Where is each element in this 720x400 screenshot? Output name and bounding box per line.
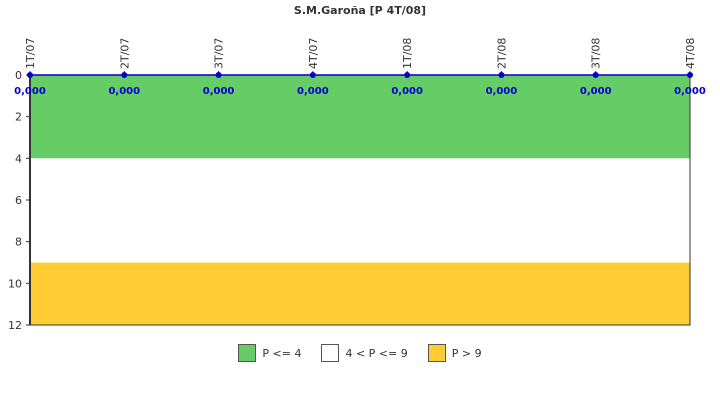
- data-label: 0,000: [14, 86, 46, 97]
- band-0: [30, 75, 690, 159]
- band-2: [30, 262, 690, 325]
- y-tick-label: 12: [8, 319, 22, 332]
- x-tick-label: 3T/07: [213, 38, 226, 69]
- legend: P <= 4 4 < P <= 9 P > 9: [0, 344, 720, 362]
- y-tick-label: 0: [15, 69, 22, 82]
- chart-title: S.M.Garoña [P 4T/08]: [293, 4, 427, 17]
- x-tick-label: 1T/07: [24, 38, 37, 69]
- legend-item: P > 9: [427, 344, 482, 362]
- x-tick-label: 3T/08: [590, 38, 603, 69]
- data-point: [27, 72, 33, 78]
- x-tick-label: 2T/08: [495, 38, 508, 69]
- data-point: [592, 72, 599, 78]
- data-point: [404, 72, 411, 78]
- data-point: [687, 72, 693, 78]
- data-point: [215, 72, 222, 78]
- data-label: 0,000: [486, 86, 518, 97]
- x-tick-label: 1T/08: [401, 38, 414, 69]
- legend-label: P > 9: [451, 346, 482, 360]
- y-tick-label: 10: [8, 277, 22, 290]
- x-tick-label: 4T/08: [684, 38, 697, 69]
- chart-plot: 0 2 4 6 8 10 12 1T/07 2T/07 3T/07 4T/07 1T/08 2T/08 3…: [8, 38, 706, 332]
- legend-swatch: [321, 344, 340, 362]
- data-point: [121, 72, 128, 78]
- x-tick-label: 2T/07: [118, 38, 131, 69]
- y-tick-label: 2: [15, 111, 22, 124]
- y-tick-label: 8: [15, 236, 22, 249]
- data-point: [498, 72, 505, 78]
- legend-item: P <= 4: [238, 344, 301, 362]
- data-label: 0,000: [297, 86, 329, 97]
- data-label: 0,000: [203, 86, 235, 97]
- legend-swatch: [427, 344, 446, 362]
- data-point: [309, 72, 316, 78]
- y-tick-label: 6: [15, 194, 22, 207]
- data-label: 0,000: [391, 86, 423, 97]
- data-label: 0,000: [108, 86, 140, 97]
- y-tick-label: 4: [15, 152, 22, 165]
- legend-label: 4 < P <= 9: [345, 346, 408, 360]
- data-label: 0,000: [674, 86, 706, 97]
- legend-item: 4 < P <= 9: [321, 344, 408, 362]
- x-tick-label: 4T/07: [307, 38, 320, 69]
- legend-label: P <= 4: [262, 346, 302, 360]
- band-1: [30, 158, 690, 263]
- legend-swatch: [238, 344, 257, 362]
- data-label: 0,000: [580, 86, 612, 97]
